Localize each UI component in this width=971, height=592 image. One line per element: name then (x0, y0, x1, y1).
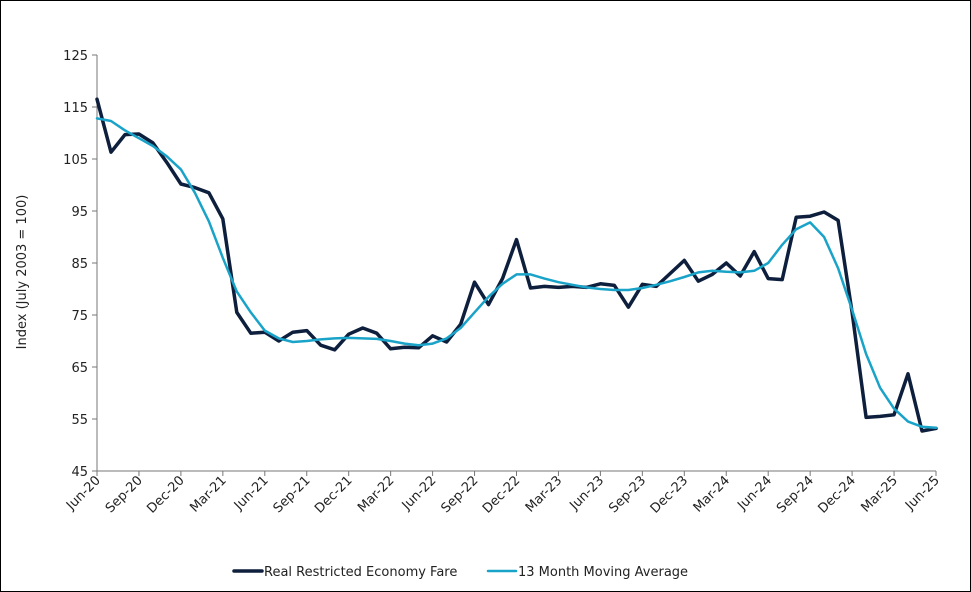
x-tick-label: Dec-23 (648, 473, 691, 516)
y-tick-label: 45 (71, 465, 88, 480)
y-tick-label: 85 (71, 257, 88, 272)
x-tick-label: Dec-20 (144, 473, 187, 516)
x-tick-label: Sep-20 (103, 473, 146, 516)
x-tick-label: Sep-21 (271, 473, 314, 516)
x-tick-label: Jun-25 (902, 473, 943, 514)
x-tick-label: Mar-23 (523, 473, 565, 515)
x-tick-label: Jun-21 (231, 473, 272, 514)
legend-label-0: Real Restricted Economy Fare (264, 565, 457, 580)
y-tick-label: 115 (63, 101, 88, 116)
x-tick-label: Sep-23 (606, 473, 649, 516)
series-line-1 (95, 117, 938, 430)
x-tick-label: Jun-22 (399, 473, 440, 514)
y-tick-label: 55 (71, 413, 88, 428)
axes (92, 54, 937, 476)
x-tick-label: Mar-21 (187, 473, 229, 515)
series-line-0 (95, 97, 938, 433)
x-tick-label: Sep-22 (438, 473, 481, 516)
x-tick-label: Mar-22 (355, 473, 397, 515)
x-tick-label: Sep-24 (774, 473, 817, 516)
y-tick-labels: 45 55 65 75 85 95 105 115 125 (63, 49, 88, 480)
x-tick-label: Dec-21 (312, 473, 355, 516)
x-tick-label: Dec-24 (816, 473, 859, 516)
y-tick-label: 105 (63, 153, 88, 168)
y-tick-label: 95 (71, 205, 88, 220)
y-axis-label: Index (July 2003 = 100) (15, 195, 30, 350)
x-tick-label: Jun-23 (567, 473, 608, 514)
legend: Real Restricted Economy Fare 13 Month Mov… (232, 565, 688, 580)
x-tick-label: Jun-24 (734, 473, 775, 514)
y-tick-label: 75 (71, 309, 88, 324)
x-tick-label: Mar-25 (858, 473, 900, 515)
y-tick-label: 65 (71, 361, 88, 376)
y-tick-label: 125 (63, 49, 88, 64)
series-lines (95, 97, 938, 433)
x-tick-label: Dec-22 (480, 473, 523, 516)
legend-label-1: 13 Month Moving Average (518, 565, 688, 580)
x-tick-label: Mar-24 (691, 473, 733, 515)
